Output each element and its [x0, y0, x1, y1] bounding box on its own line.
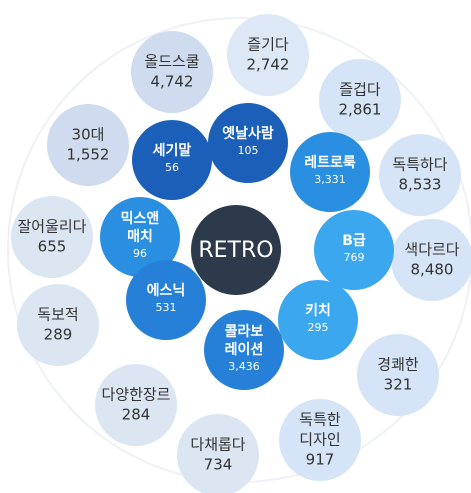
- bubble-label: 세기말: [153, 143, 192, 159]
- bubble: [314, 210, 394, 290]
- center-label: RETRO: [198, 238, 273, 263]
- bubble-label: 다채롭다: [190, 436, 245, 454]
- bubble-count: 56: [165, 161, 179, 174]
- bubble: [208, 103, 288, 183]
- bubble-label: 독특하다: [392, 156, 447, 174]
- bubble-label: 즐겁다: [339, 81, 381, 99]
- bubble-count: 96: [133, 247, 147, 260]
- bubble: [278, 280, 358, 360]
- bubble-count: 289: [44, 326, 73, 344]
- bubble-count: 2,742: [247, 56, 290, 74]
- bubble-label: 30대: [72, 126, 105, 144]
- bubble: [100, 197, 180, 277]
- bubble: [391, 219, 471, 301]
- bubble-count: 769: [344, 251, 365, 264]
- bubble-count: 734: [204, 456, 233, 474]
- bubble-label: 독보적: [37, 306, 78, 324]
- bubble-count: 321: [384, 376, 413, 394]
- bubble: [279, 399, 361, 481]
- bubble-count: 105: [238, 144, 259, 157]
- bubble: [47, 104, 129, 186]
- bubble: [131, 31, 213, 113]
- bubble: [95, 364, 177, 446]
- bubble: [204, 310, 284, 390]
- bubble-count: 655: [38, 238, 67, 256]
- bubble-count: 8,533: [399, 176, 442, 194]
- bubble-count: 3,436: [228, 360, 260, 373]
- bubble-label: 색다르다: [404, 241, 459, 259]
- bubble-count: 531: [156, 301, 177, 314]
- bubble-label: 잘어울리다: [17, 218, 86, 236]
- bubble-label: 올드스쿨: [144, 53, 199, 71]
- bubble-label: 옛날사람: [222, 125, 274, 142]
- bubble-label: 레이션: [225, 341, 264, 358]
- bubble-label: 에스닉: [147, 283, 186, 299]
- bubble-label: 레트로룩: [304, 155, 356, 171]
- bubble-label: 즐기다: [247, 36, 289, 54]
- bubble-label: 콜라보: [225, 324, 264, 340]
- bubble: [126, 260, 206, 340]
- center-bubble: [191, 205, 281, 295]
- bubble-count: 917: [306, 451, 335, 469]
- bubble-count: 3,331: [314, 173, 346, 186]
- bubble: [319, 59, 401, 141]
- bubble-label: 디자인: [299, 431, 340, 449]
- bubble-label: 경쾌한: [377, 356, 419, 374]
- bubble: [132, 120, 212, 200]
- bubble-label: 키치: [305, 303, 331, 319]
- bubble: [379, 134, 461, 216]
- bubble-count: 1,552: [67, 146, 110, 164]
- bubble-label: 다양한장르: [101, 386, 170, 404]
- bubble-label: 매치: [127, 229, 153, 245]
- bubble: [177, 414, 259, 493]
- bubble: [17, 284, 99, 366]
- bubble-label: 믹스앤: [121, 210, 160, 227]
- bubble-count: 4,742: [151, 73, 194, 91]
- bubble-label: B급: [342, 233, 366, 249]
- bubble: [227, 14, 309, 96]
- bubble: [357, 334, 439, 416]
- bubble: [290, 132, 370, 212]
- bubble-count: 8,480: [411, 261, 454, 279]
- bubble-count: 2,861: [339, 101, 382, 119]
- bubble-count: 284: [122, 406, 151, 424]
- bubble-label: 독특한: [299, 411, 341, 429]
- bubble: [11, 196, 93, 278]
- bubble-count: 295: [308, 321, 329, 334]
